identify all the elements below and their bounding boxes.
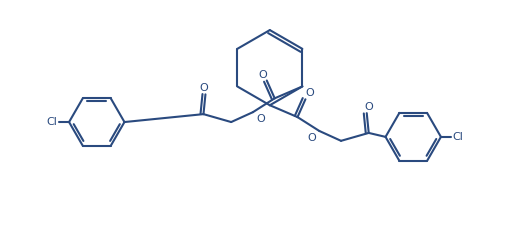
Text: O: O <box>256 114 265 124</box>
Text: Cl: Cl <box>46 117 57 127</box>
Text: O: O <box>364 102 373 112</box>
Text: O: O <box>307 133 316 143</box>
Text: Cl: Cl <box>453 132 464 142</box>
Text: O: O <box>259 70 267 80</box>
Text: O: O <box>305 88 314 98</box>
Text: O: O <box>199 83 208 93</box>
